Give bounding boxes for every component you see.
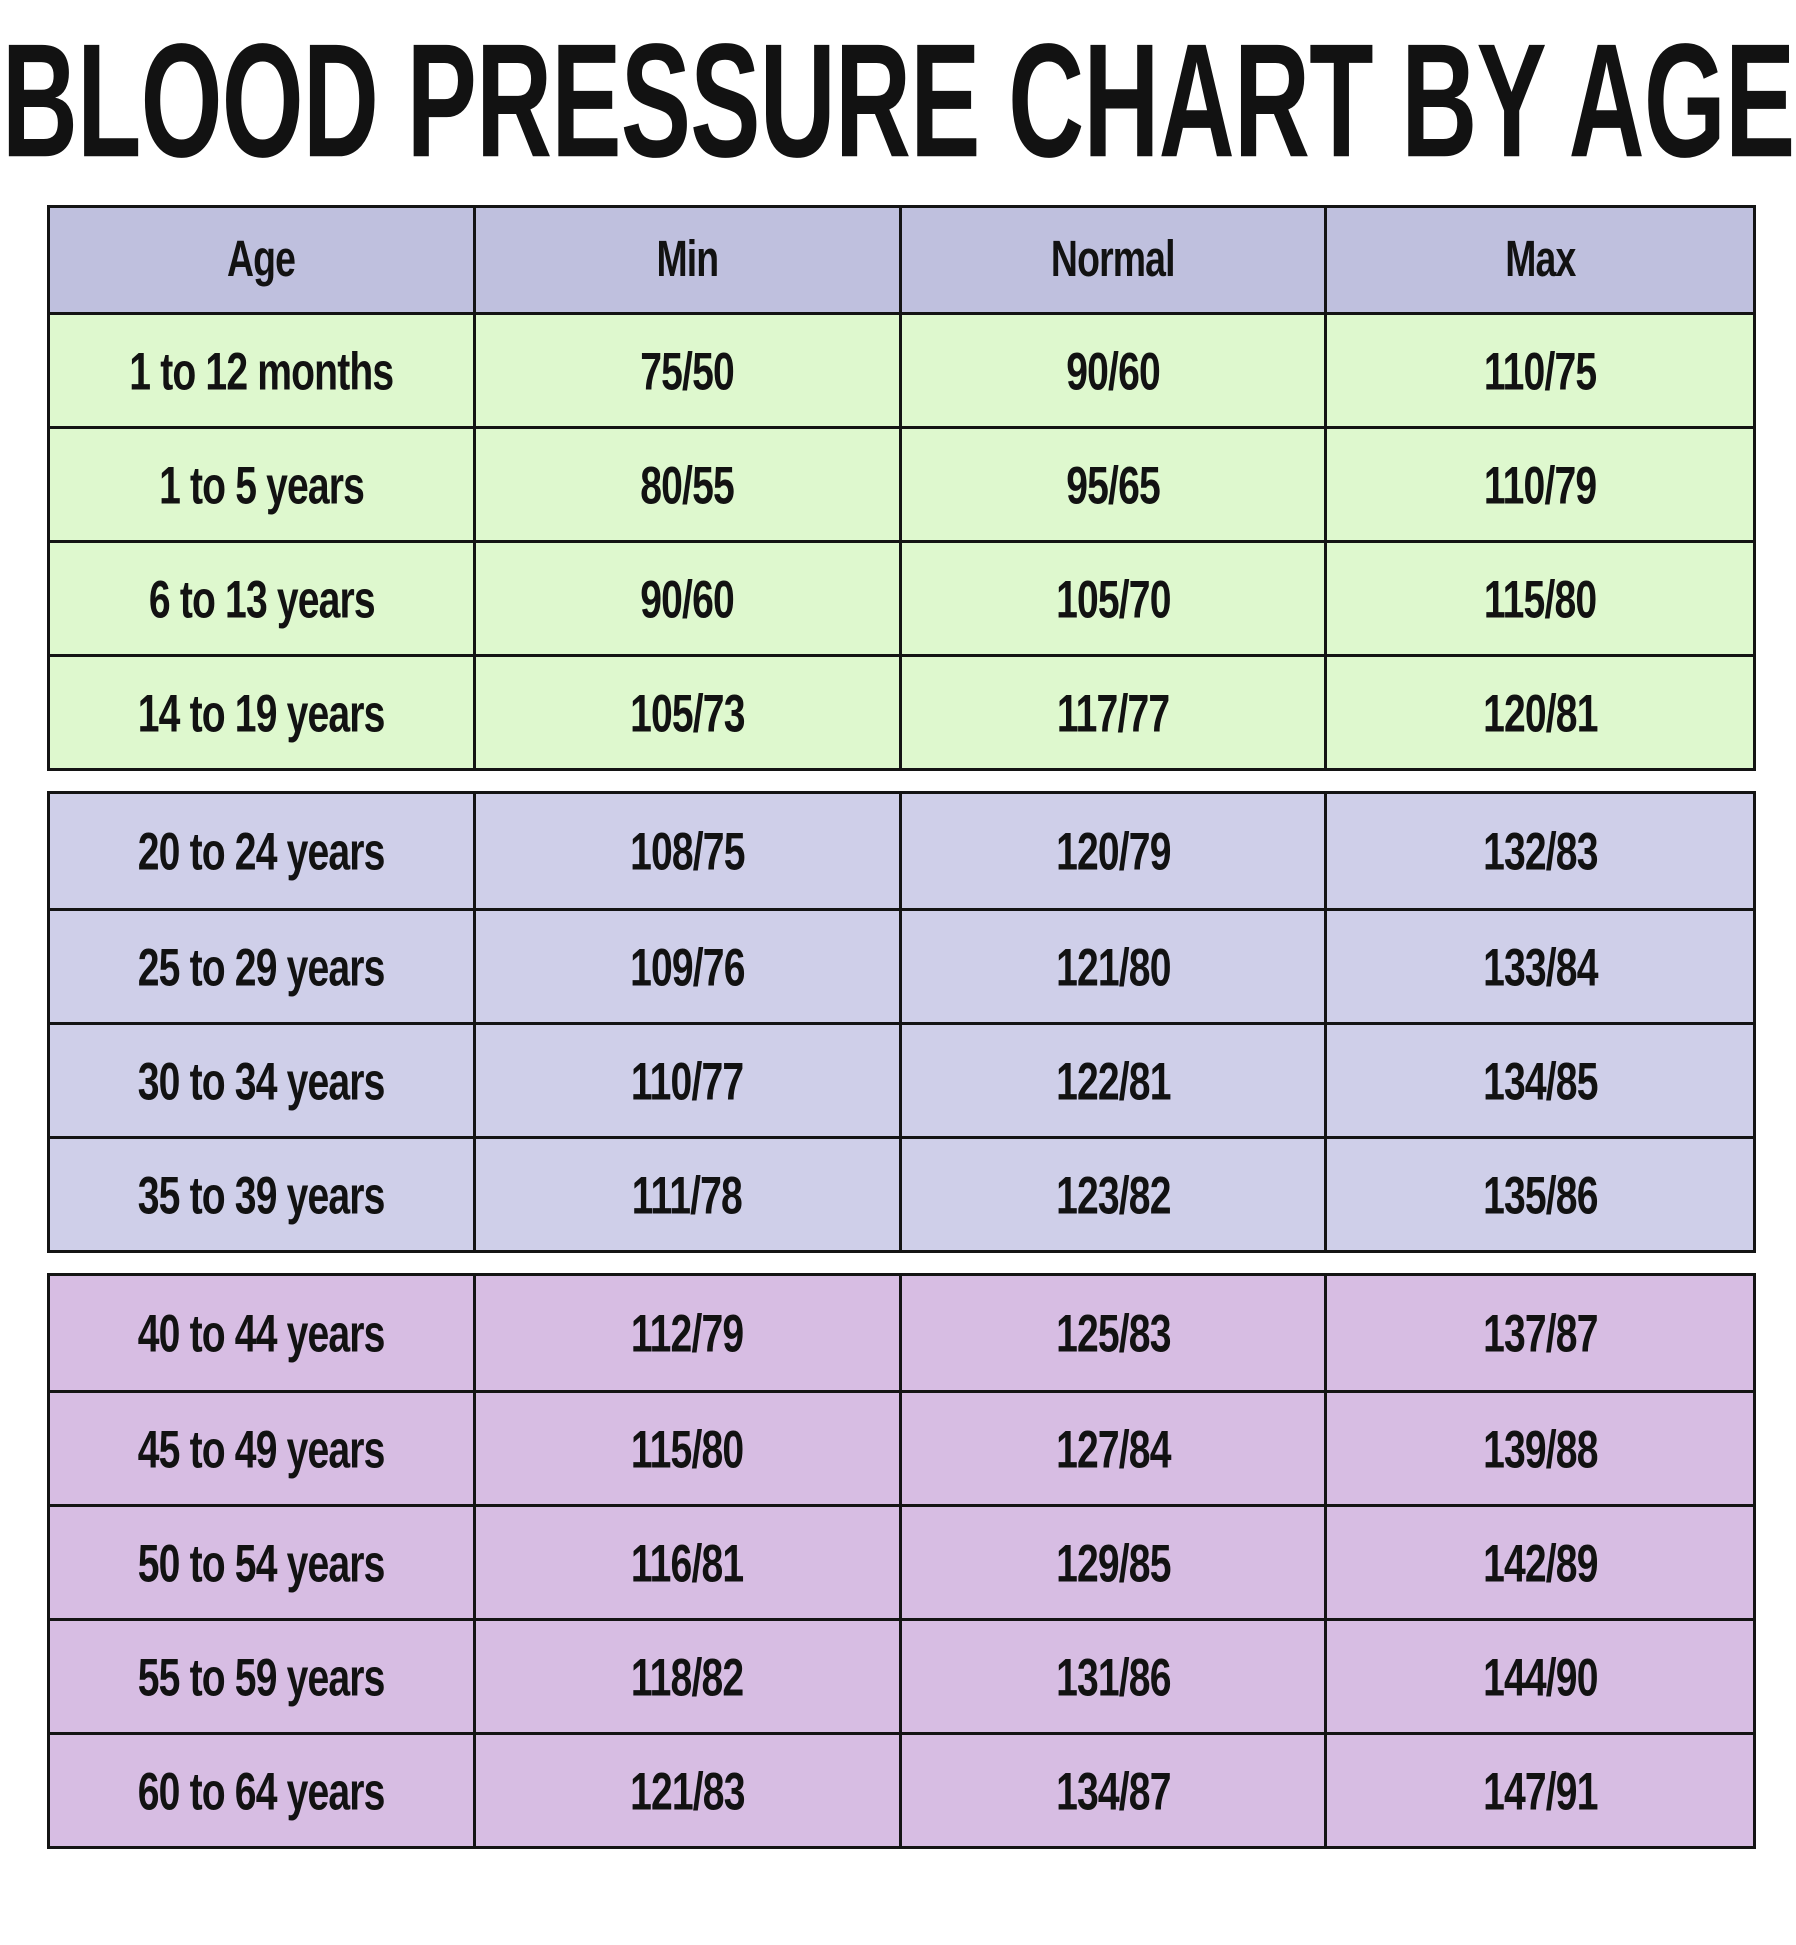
max-cell: 115/80: [1327, 540, 1753, 654]
min-cell: 109/76: [475, 908, 902, 1022]
min-cell: 108/75: [475, 794, 902, 908]
table-row: 50 to 54 years 116/81 129/85 142/89: [50, 1504, 1753, 1618]
max-cell: 137/87: [1327, 1276, 1753, 1390]
age-cell: 1 to 5 years: [50, 426, 476, 540]
age-cell: 50 to 54 years: [50, 1504, 476, 1618]
normal-cell: 134/87: [901, 1732, 1328, 1846]
normal-cell: 127/84: [901, 1390, 1328, 1504]
table-row: 6 to 13 years 90/60 105/70 115/80: [50, 540, 1753, 654]
age-cell: 60 to 64 years: [50, 1732, 476, 1846]
normal-cell: 131/86: [901, 1618, 1328, 1732]
table-row: 1 to 5 years 80/55 95/65 110/79: [50, 426, 1753, 540]
table-row: 30 to 34 years 110/77 122/81 134/85: [50, 1022, 1753, 1136]
normal-cell: 129/85: [901, 1504, 1328, 1618]
max-cell: 110/75: [1327, 312, 1753, 426]
normal-cell: 125/83: [901, 1276, 1328, 1390]
age-cell: 35 to 39 years: [50, 1136, 476, 1250]
table-block-young-adults: 20 to 24 years 108/75 120/79 132/83 25 t…: [47, 791, 1756, 1253]
max-cell: 139/88: [1327, 1390, 1753, 1504]
max-cell: 134/85: [1327, 1022, 1753, 1136]
age-cell: 14 to 19 years: [50, 654, 476, 768]
max-cell: 147/91: [1327, 1732, 1753, 1846]
min-cell: 111/78: [475, 1136, 902, 1250]
min-cell: 115/80: [475, 1390, 902, 1504]
max-cell: 120/81: [1327, 654, 1753, 768]
min-cell: 112/79: [475, 1276, 902, 1390]
min-cell: 75/50: [475, 312, 902, 426]
normal-cell: 90/60: [901, 312, 1328, 426]
normal-cell: 95/65: [901, 426, 1328, 540]
max-cell: 142/89: [1327, 1504, 1753, 1618]
normal-cell: 120/79: [901, 794, 1328, 908]
min-cell: 80/55: [475, 426, 902, 540]
normal-cell: 105/70: [901, 540, 1328, 654]
age-cell: 20 to 24 years: [50, 794, 476, 908]
table-row: 45 to 49 years 115/80 127/84 139/88: [50, 1390, 1753, 1504]
age-cell: 45 to 49 years: [50, 1390, 476, 1504]
min-cell: 118/82: [475, 1618, 902, 1732]
age-cell: 25 to 29 years: [50, 908, 476, 1022]
normal-cell: 122/81: [901, 1022, 1328, 1136]
min-cell: 121/83: [475, 1732, 902, 1846]
age-cell: 30 to 34 years: [50, 1022, 476, 1136]
bp-table: Age Min Normal Max 1 to 12 months 75/50 …: [47, 205, 1756, 1849]
age-cell: 40 to 44 years: [50, 1276, 476, 1390]
normal-cell: 123/82: [901, 1136, 1328, 1250]
page-title-text: BLOOD PRESSURE CHART BY AGE: [1, 9, 1795, 191]
table-row: 40 to 44 years 112/79 125/83 137/87: [50, 1276, 1753, 1390]
table-row: 20 to 24 years 108/75 120/79 132/83: [50, 794, 1753, 908]
table-row: 35 to 39 years 111/78 123/82 135/86: [50, 1136, 1753, 1250]
column-header-normal: Normal: [901, 208, 1328, 312]
max-cell: 110/79: [1327, 426, 1753, 540]
age-cell: 1 to 12 months: [50, 312, 476, 426]
column-header-max: Max: [1327, 208, 1753, 312]
max-cell: 144/90: [1327, 1618, 1753, 1732]
max-cell: 133/84: [1327, 908, 1753, 1022]
table-block-older-adults: 40 to 44 years 112/79 125/83 137/87 45 t…: [47, 1273, 1756, 1849]
age-cell: 6 to 13 years: [50, 540, 476, 654]
table-row: 1 to 12 months 75/50 90/60 110/75: [50, 312, 1753, 426]
table-header-row: Age Min Normal Max: [50, 208, 1753, 312]
min-cell: 105/73: [475, 654, 902, 768]
page-title: BLOOD PRESSURE CHART BY AGE: [0, 9, 1796, 190]
max-cell: 132/83: [1327, 794, 1753, 908]
normal-cell: 121/80: [901, 908, 1328, 1022]
table-block-children: Age Min Normal Max 1 to 12 months 75/50 …: [47, 205, 1756, 771]
age-cell: 55 to 59 years: [50, 1618, 476, 1732]
column-header-age: Age: [50, 208, 476, 312]
min-cell: 116/81: [475, 1504, 902, 1618]
min-cell: 110/77: [475, 1022, 902, 1136]
table-row: 25 to 29 years 109/76 121/80 133/84: [50, 908, 1753, 1022]
max-cell: 135/86: [1327, 1136, 1753, 1250]
min-cell: 90/60: [475, 540, 902, 654]
column-header-min: Min: [475, 208, 902, 312]
table-row: 14 to 19 years 105/73 117/77 120/81: [50, 654, 1753, 768]
normal-cell: 117/77: [901, 654, 1328, 768]
table-row: 55 to 59 years 118/82 131/86 144/90: [50, 1618, 1753, 1732]
table-row: 60 to 64 years 121/83 134/87 147/91: [50, 1732, 1753, 1846]
